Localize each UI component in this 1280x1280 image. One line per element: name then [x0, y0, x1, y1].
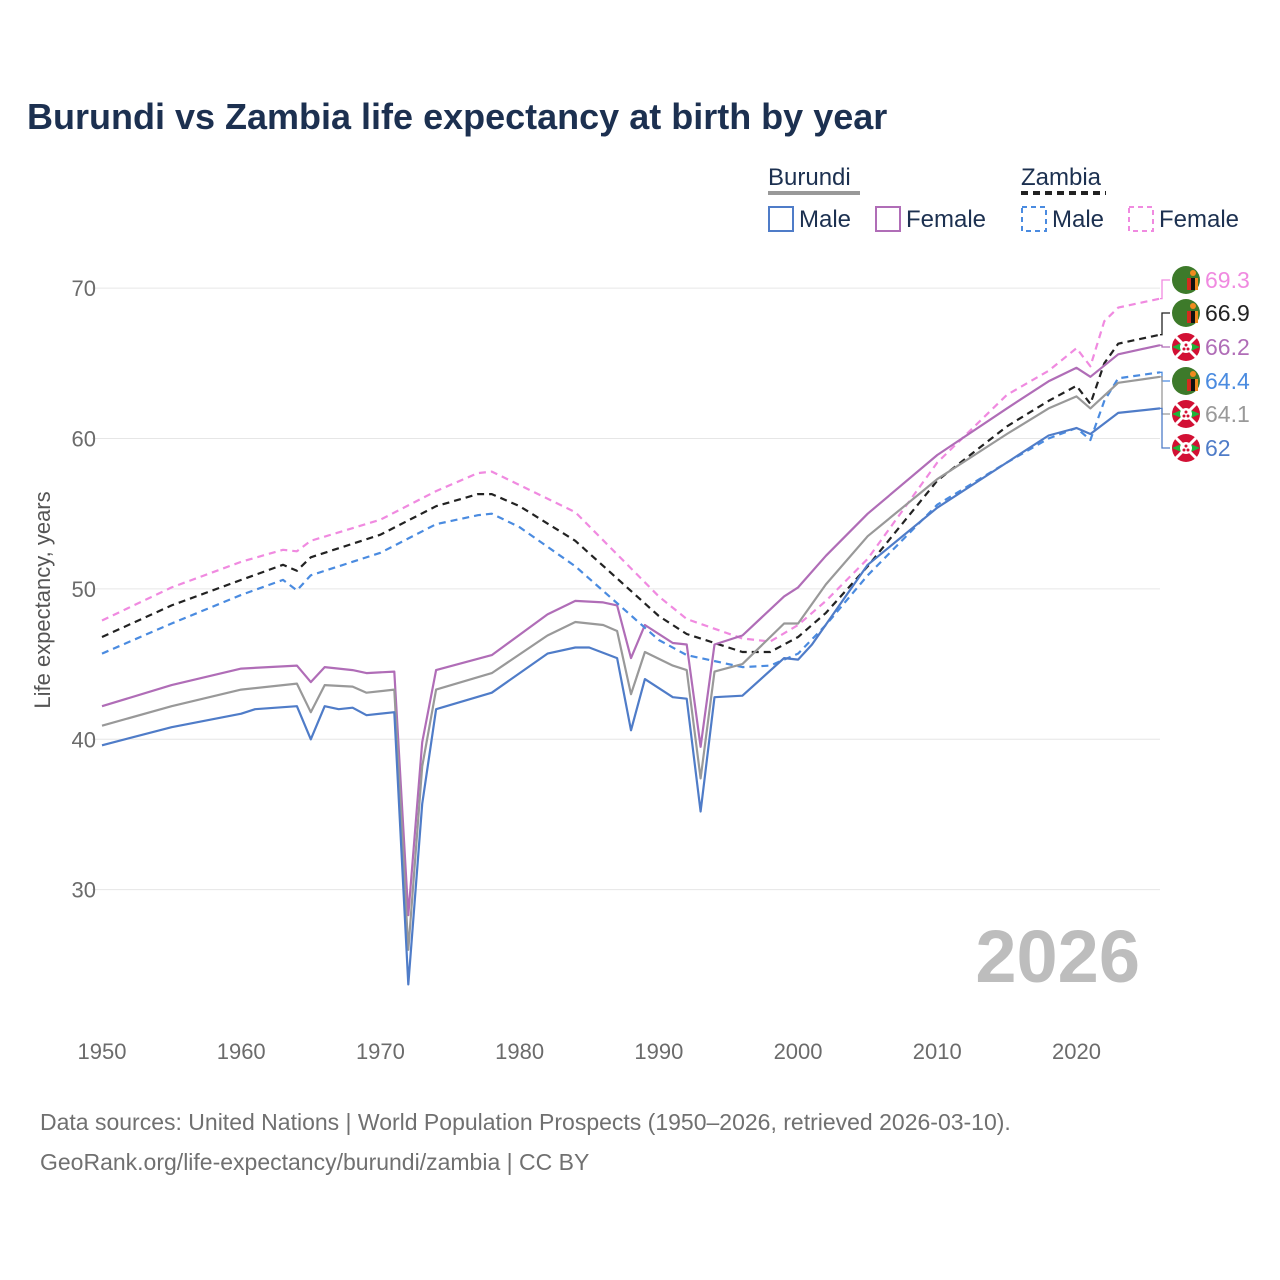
x-tick-label: 2020 [1052, 1039, 1101, 1064]
x-tick-label: 2010 [913, 1039, 962, 1064]
end-labels: 69.3 66.9 66.2 64.4 64.1 62 [1160, 266, 1250, 462]
legend-zambia-female-swatch [1128, 206, 1154, 232]
legend-burundi-male-label: Male [799, 206, 851, 233]
legend-burundi-female-label: Female [906, 206, 986, 233]
source-line-2: GeoRank.org/life-expectancy/burundi/zamb… [40, 1149, 589, 1175]
legend-burundi-female-swatch [875, 206, 901, 232]
y-tick-label: 50 [72, 577, 96, 602]
series-lines [101, 297, 1161, 986]
end-label-zambia-total: 66.9 [1205, 300, 1250, 326]
end-label-burundi-female: 66.2 [1205, 334, 1250, 360]
end-label-connector [1160, 376, 1170, 415]
x-tick-label: 1980 [495, 1039, 544, 1064]
legend-zambia-label: Zambia [1021, 164, 1102, 191]
end-label-zambia-male: 64.4 [1205, 368, 1250, 394]
y-tick-label: 30 [72, 878, 96, 903]
y-tick-label: 70 [72, 276, 96, 301]
y-tick-label: 60 [72, 426, 96, 451]
x-tick-label: 2000 [774, 1039, 823, 1064]
x-tick-label: 1970 [356, 1039, 405, 1064]
y-tick-label: 40 [72, 727, 96, 752]
end-label-connector [1160, 344, 1170, 348]
series-line-zambia-male [101, 371, 1161, 669]
end-label-zambia-female: 69.3 [1205, 267, 1250, 293]
legend-zambia-female-label: Female [1159, 206, 1239, 233]
legend: Burundi Male Female Zambia Male Female [768, 164, 1239, 233]
end-label-connector [1160, 312, 1170, 336]
x-tick-label: 1960 [217, 1039, 266, 1064]
gridlines [92, 287, 1160, 891]
end-label-burundi-total: 64.1 [1205, 401, 1250, 427]
burundi-flag-icon [1172, 434, 1200, 462]
x-axis-ticks: 1950 1960 1970 1980 1990 2000 2010 2020 [78, 1039, 1101, 1064]
series-line-burundi-total [101, 375, 1161, 951]
burundi-flag-icon [1172, 400, 1200, 428]
series-line-zambia-total [101, 333, 1161, 654]
legend-burundi-male-swatch [768, 206, 794, 232]
burundi-flag-icon [1172, 333, 1200, 361]
x-tick-label: 1990 [634, 1039, 683, 1064]
y-axis-ticks: 30 40 50 60 70 [72, 276, 96, 903]
current-year-watermark: 2026 [975, 915, 1140, 998]
zambia-flag-icon [1172, 266, 1200, 294]
legend-burundi-label: Burundi [768, 164, 851, 191]
end-label-connector [1160, 279, 1170, 300]
legend-zambia-male-label: Male [1052, 206, 1104, 233]
source-line-1: Data sources: United Nations | World Pop… [40, 1109, 1011, 1135]
zambia-flag-icon [1172, 299, 1200, 327]
chart-title: Burundi vs Zambia life expectancy at bir… [27, 96, 887, 137]
series-line-burundi-female [101, 344, 1161, 917]
x-tick-label: 1950 [78, 1039, 127, 1064]
end-label-burundi-male: 62 [1205, 435, 1231, 461]
zambia-flag-icon [1172, 367, 1200, 395]
series-line-burundi-male [101, 407, 1161, 986]
y-axis-label: Life expectancy, years [30, 491, 55, 708]
legend-zambia-male-swatch [1021, 206, 1047, 232]
end-label-connector [1160, 407, 1170, 449]
